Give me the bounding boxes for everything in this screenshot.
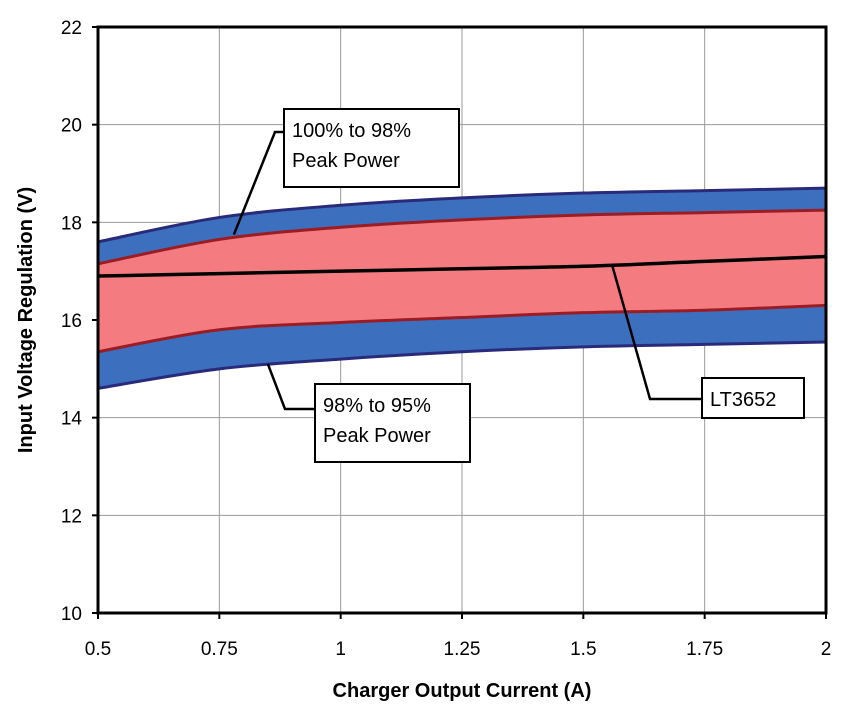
- annotation-text: 100% to 98%: [292, 120, 411, 142]
- x-axis-label: Charger Output Current (A): [333, 680, 592, 702]
- x-tick-label: 2: [821, 639, 832, 660]
- annotation-text: Peak Power: [323, 425, 431, 447]
- y-tick-label: 12: [61, 506, 82, 527]
- x-tick-label: 0.5: [85, 639, 111, 660]
- annotation-box: [314, 383, 471, 463]
- band-lower-edge: [97, 303, 827, 354]
- y-tick-label: 18: [61, 213, 82, 234]
- bands: [97, 186, 827, 390]
- x-tick-label: 1.5: [570, 639, 596, 660]
- x-tick-label: 1.75: [686, 639, 723, 660]
- x-tick-label: 1.25: [444, 639, 481, 660]
- series-line: [97, 254, 827, 278]
- y-tick-label: 22: [61, 18, 82, 39]
- y-tick-label: 16: [61, 311, 82, 332]
- annotation-leader: [232, 130, 284, 236]
- annotation-box: [701, 377, 805, 419]
- band-upper-edge: [97, 208, 827, 266]
- band-lower-edge: [97, 340, 827, 390]
- y-axis-label: Input Voltage Regulation (V): [15, 187, 37, 453]
- x-tick-label: 0.75: [201, 639, 238, 660]
- x-tick-label: 1: [335, 639, 346, 660]
- annotation-leader: [611, 265, 702, 401]
- annotation-text: 98% to 95%: [323, 395, 431, 417]
- band-area: [98, 210, 826, 352]
- y-tick-label: 10: [61, 604, 82, 625]
- annotation-text: Peak Power: [292, 150, 400, 172]
- y-tick-label: 14: [61, 409, 83, 430]
- y-tick-label: 20: [61, 116, 82, 137]
- band-upper-edge: [97, 186, 827, 244]
- x-axis-ticks: 0.5 0.75 1 1.25 1.5 1.75 2: [85, 613, 832, 660]
- y-axis-ticks: 10 12 14 16 18 20 22: [61, 18, 98, 625]
- annotations: 100% to 98% Peak Power 98% to 95% Peak Powe…: [232, 108, 805, 463]
- annotation-text: LT3652: [710, 389, 776, 411]
- annotation-box: [283, 108, 460, 188]
- annotation-leader: [266, 363, 315, 411]
- series-lines: [97, 254, 827, 278]
